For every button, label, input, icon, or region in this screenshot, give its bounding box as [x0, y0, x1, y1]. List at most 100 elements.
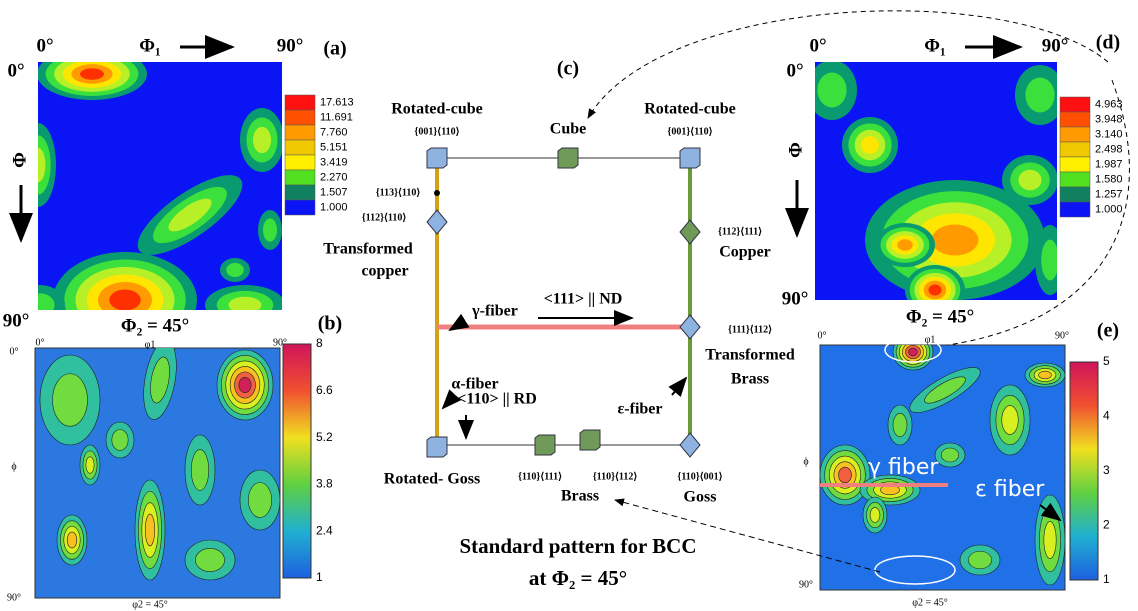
- contour: [229, 297, 262, 313]
- colorbar-swatch: [1060, 187, 1090, 202]
- colorbar-swatch: [285, 170, 315, 185]
- axis-label: 90°: [3, 310, 30, 331]
- orientation-glyph: [558, 148, 578, 168]
- orientation-glyph: [580, 430, 600, 450]
- figure: 17.61311.6917.7605.1513.4192.2701.5071.0…: [0, 0, 1138, 611]
- colorbar-label: 1.580: [1095, 173, 1123, 185]
- annotation: {112}⟨111⟩: [718, 226, 762, 237]
- axis-label: 0°: [36, 35, 53, 56]
- annotation: Rotated-cube: [644, 101, 736, 118]
- colorbar-label: 2: [1103, 518, 1110, 532]
- axis-label: ϕ: [803, 456, 808, 467]
- colorbar-label: 2.498: [1095, 143, 1123, 155]
- axis-label: 0°: [809, 35, 826, 56]
- contour: [909, 348, 918, 356]
- axis-label: 0°: [818, 330, 827, 341]
- annotation: copper: [361, 263, 408, 280]
- annotation: ε-fiber: [617, 401, 662, 418]
- annotation: Transformed: [323, 241, 413, 258]
- colorbar-swatch: [1060, 127, 1090, 142]
- colorbar-label: 6.6: [316, 383, 333, 397]
- colorbar-swatch: [1060, 97, 1090, 112]
- annotation: {111}⟨112⟩: [728, 324, 772, 335]
- contour: [80, 68, 104, 79]
- orientation-glyph: [427, 210, 447, 234]
- colorbar-label: 5.151: [320, 141, 348, 153]
- annotation: Brass: [731, 371, 769, 388]
- axis-label: 90°: [273, 337, 287, 348]
- contour: [109, 290, 141, 311]
- colorbar-swatch: [285, 125, 315, 140]
- contour: [1039, 371, 1052, 379]
- colorbar-label: 3.419: [320, 156, 348, 168]
- colorbar-label: 3.140: [1095, 128, 1123, 140]
- colorbar-label: 5.2: [316, 430, 333, 444]
- colorbar-label: 1.000: [1095, 203, 1123, 215]
- colorbar-label: 1.507: [320, 186, 348, 198]
- colorbar-swatch: [1060, 142, 1090, 157]
- contour: [928, 285, 941, 296]
- colorbar-label: 17.613: [320, 96, 354, 108]
- colorbar-swatch: [285, 155, 315, 170]
- colorbar-label: 3.948: [1095, 113, 1123, 125]
- colorbar-label: 2.4: [316, 523, 333, 537]
- colorbar: [1070, 362, 1098, 580]
- colorbar-label: 1: [316, 570, 323, 584]
- contour: [1044, 521, 1056, 558]
- orientation-glyph: [535, 435, 555, 455]
- annotation: {110}⟨001⟩: [677, 471, 722, 482]
- axis-label: 0°: [10, 346, 19, 357]
- contour: [897, 239, 913, 250]
- annotation: <110> || RD: [457, 391, 537, 408]
- orientation-glyph: [427, 437, 447, 457]
- orientation-glyph: [680, 148, 700, 168]
- annotation: {001}⟨110⟩: [667, 126, 712, 137]
- colorbar: 4.9633.9483.1402.4981.9871.5801.2571.000: [1060, 97, 1123, 217]
- axis-label: 0°: [36, 337, 45, 348]
- axis-label: 90°: [1055, 330, 1069, 341]
- annotation: {001}⟨110⟩: [414, 126, 459, 137]
- colorbar-swatch: [1060, 202, 1090, 217]
- axis-label: Φ: [9, 152, 30, 168]
- colorbar-swatch: [285, 110, 315, 125]
- contour: [195, 548, 224, 571]
- colorbar-swatch: [1060, 112, 1090, 127]
- orientation-glyph: [680, 220, 700, 244]
- caption: Φ₂ = 45°: [906, 306, 974, 327]
- axis-label: 90°: [1042, 35, 1069, 56]
- caption: φ2 = 45°: [912, 597, 947, 608]
- axis-label: φ1: [925, 334, 936, 345]
- contour: [145, 514, 155, 546]
- annotation: ε fiber: [975, 477, 1045, 502]
- axis-label: ϕ: [11, 461, 16, 472]
- annotation: γ-fiber: [471, 303, 518, 320]
- contour: [861, 136, 879, 154]
- contour: [248, 483, 271, 518]
- contour: [941, 448, 959, 462]
- contour: [1041, 240, 1059, 281]
- orientation-glyph: [427, 148, 447, 168]
- axis-label: Φ: [785, 142, 806, 158]
- axis-label: 0°: [786, 60, 803, 81]
- panel-label: (b): [318, 313, 342, 335]
- contour: [239, 377, 251, 392]
- colorbar-swatch: [1060, 157, 1090, 172]
- annotation: Copper: [719, 244, 771, 261]
- contour: [253, 127, 271, 153]
- axis-label: 90°: [799, 579, 813, 590]
- contour: [191, 450, 209, 491]
- contour: [112, 430, 128, 451]
- panel-label: (e): [1097, 320, 1119, 342]
- colorbar-label: 5: [1103, 354, 1110, 368]
- annotation: <111> || ND: [544, 291, 623, 308]
- contour: [932, 224, 979, 255]
- contour: [817, 73, 846, 108]
- annotation: Rotated-cube: [391, 101, 483, 118]
- annotation: {110}⟨111⟩: [518, 471, 562, 482]
- colorbar-label: 1.000: [320, 201, 348, 213]
- orientation-glyph: [680, 315, 700, 339]
- contour: [870, 508, 880, 523]
- contour: [67, 532, 77, 548]
- contour: [968, 551, 991, 569]
- colorbar-swatch: [1060, 172, 1090, 187]
